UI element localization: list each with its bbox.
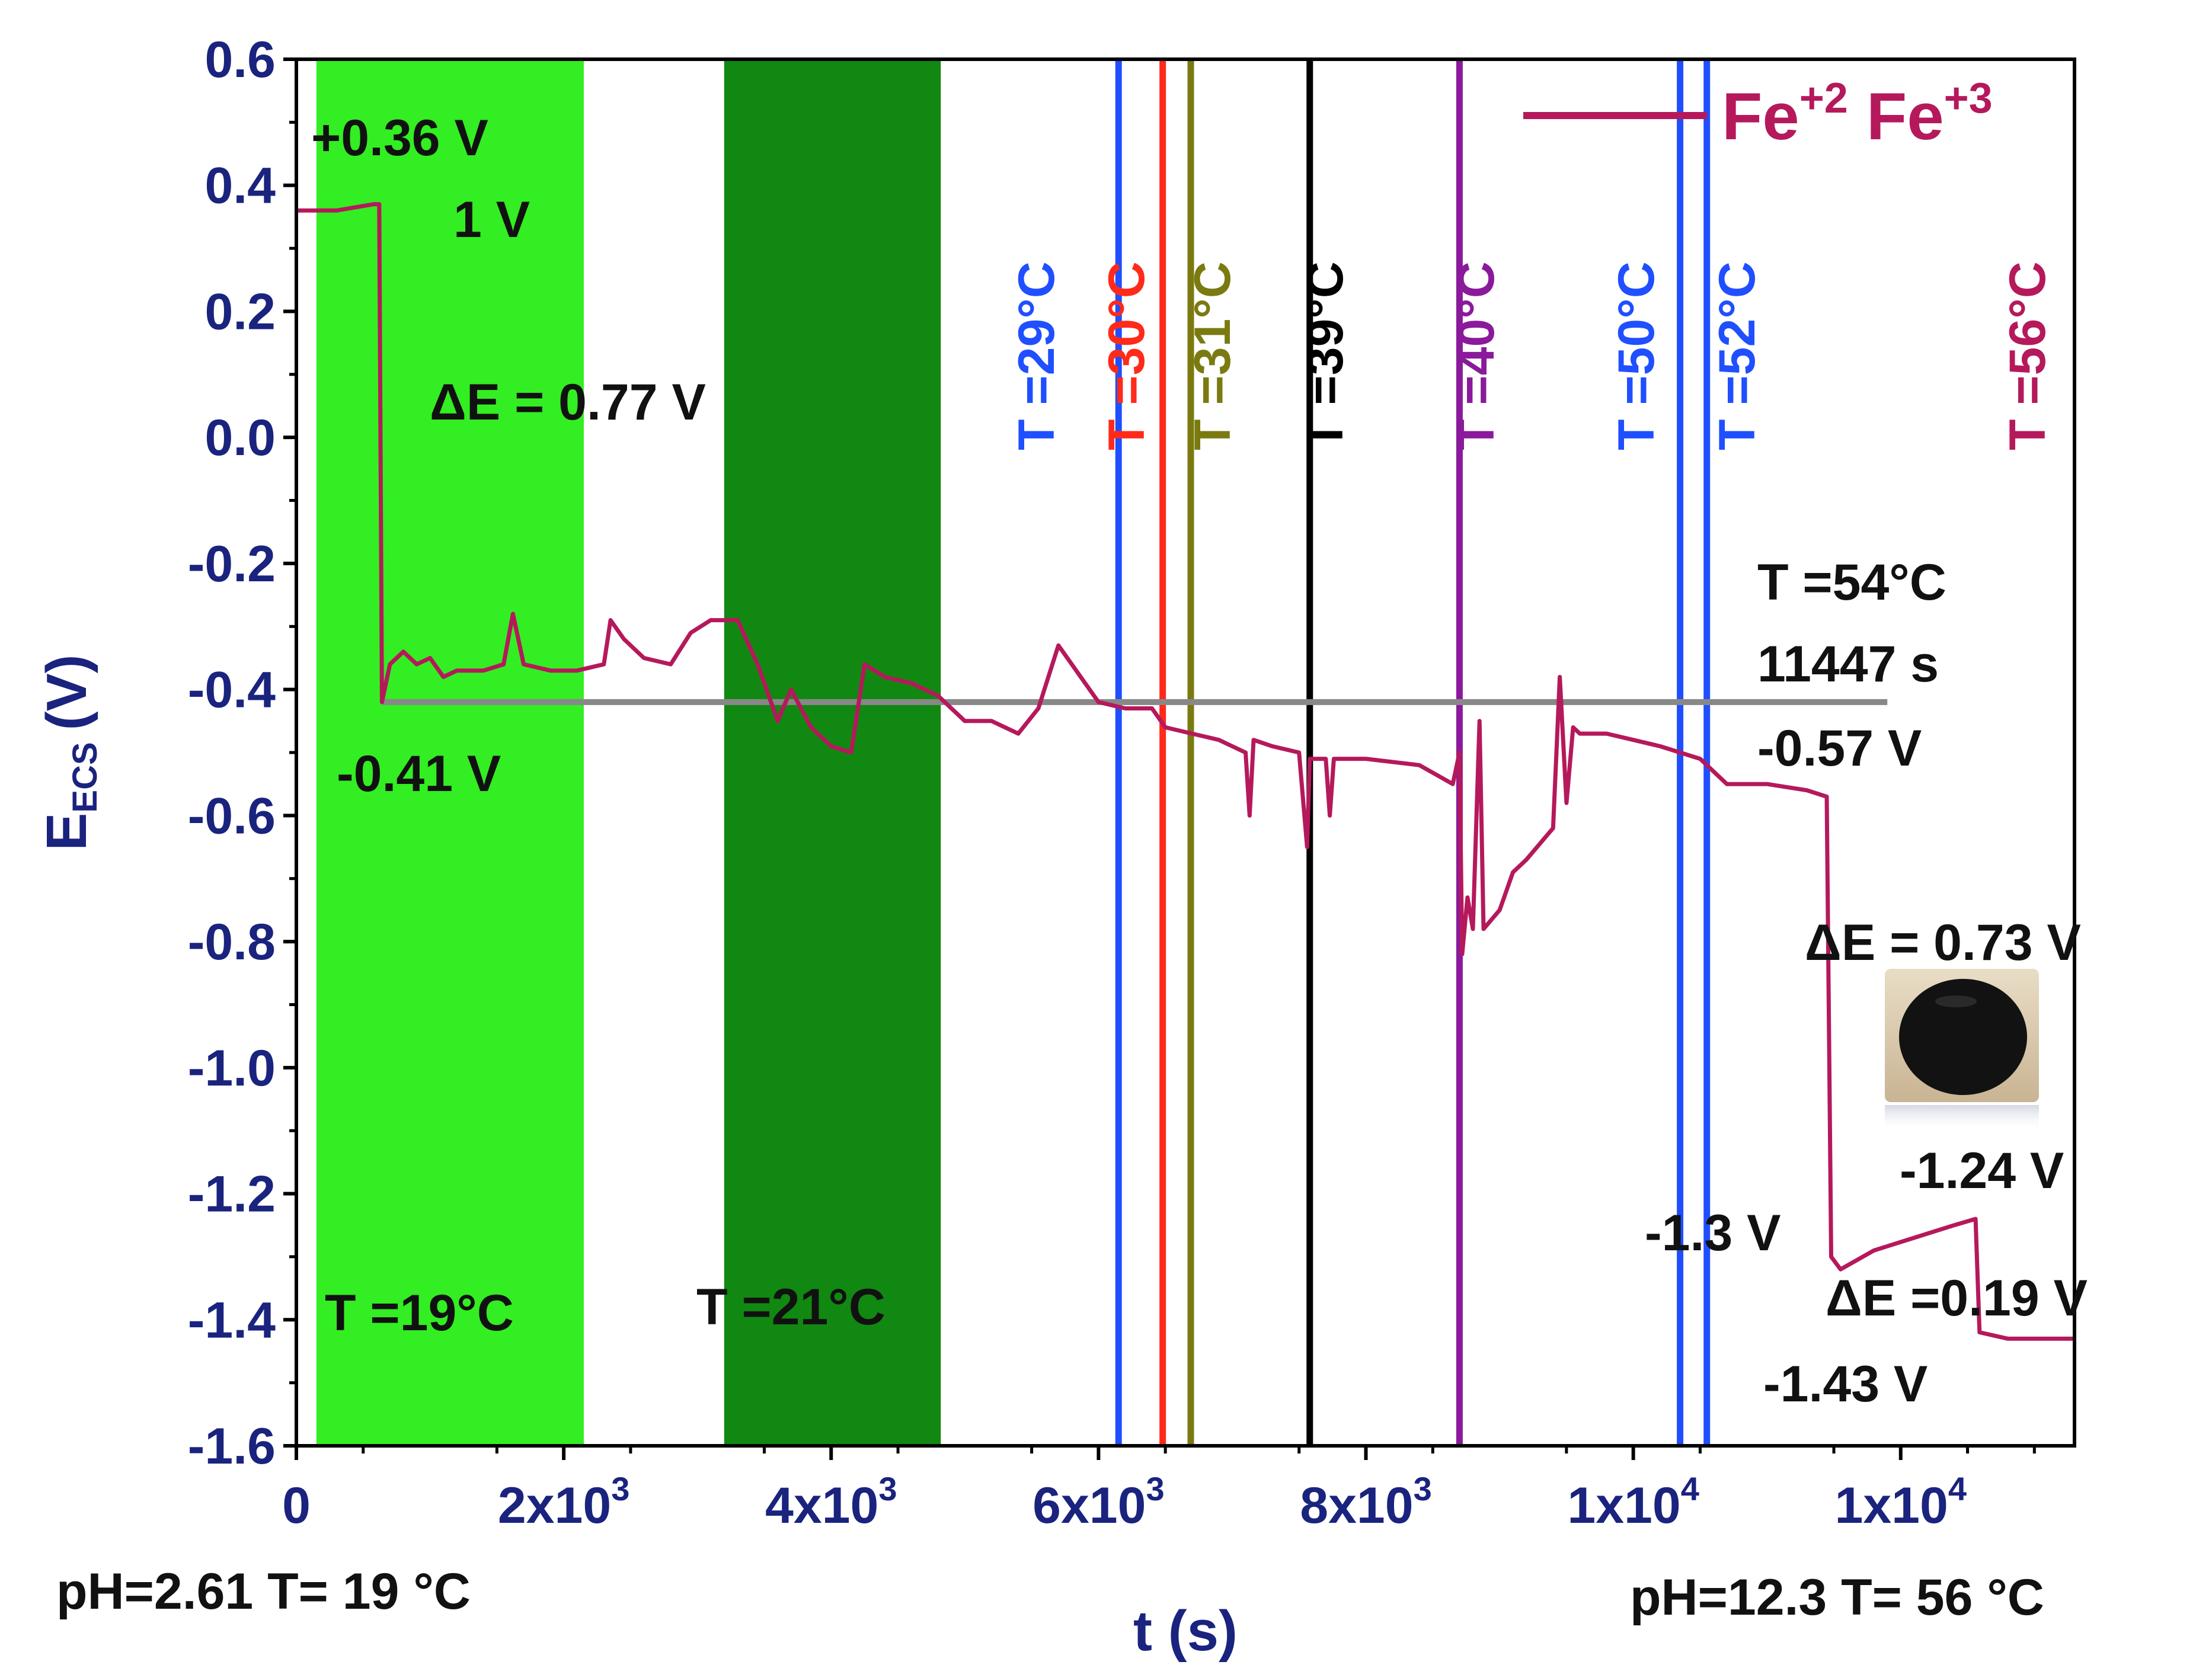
y-tick-label: -1.0 [188, 1040, 276, 1097]
x-axis: 0 2x103 4x103 6x103 8x103 1x104 1x104 [282, 1446, 2036, 1534]
annotation-ph-end: pH=12.3 T= 56 °C [1630, 1569, 2044, 1626]
annotation-delta-e-3: ΔE =0.19 V [1826, 1270, 2088, 1327]
temperature-label-3: T =39°C [1297, 261, 1354, 450]
series-line-fe2-fe3 [296, 202, 2074, 1341]
temperature-label-6: T =52°C [1709, 261, 1766, 450]
annotation-t19: T =19°C [325, 1285, 514, 1342]
y-tick-label: -0.2 [188, 536, 276, 593]
y-tick-label: 0.6 [204, 31, 276, 88]
annotation-t21: T =21°C [696, 1279, 886, 1336]
x-tick-label: 1x104 [1567, 1470, 1699, 1534]
annotation-min-potential: -0.41 V [337, 745, 501, 802]
temperature-band-0 [316, 59, 584, 1446]
annotation-ph-start: pH=2.61 T= 19 °C [56, 1563, 471, 1620]
y-axis-title-sub: ECS [66, 742, 104, 812]
annotation-v057: -0.57 V [1757, 720, 1922, 777]
x-tick-label: 8x103 [1300, 1470, 1431, 1534]
temperature-lines: T =29°C T =30°C T =31°C T =39°C T =40°C T =50… [1008, 59, 2056, 1446]
x-tick-label: 0 [282, 1477, 311, 1534]
annotation-v13: -1.3 V [1645, 1205, 1781, 1262]
x-axis-title: t (s) [1133, 1599, 1238, 1663]
annotation-one-volt: 1 V [453, 191, 530, 248]
y-tick-label: -1.6 [188, 1418, 276, 1475]
y-tick-label: -1.2 [188, 1166, 276, 1223]
y-tick-label: -0.6 [188, 787, 276, 844]
temperature-label-4: T =40°C [1448, 261, 1505, 450]
y-tick-label: -0.8 [188, 914, 276, 971]
annotation-v124: -1.24 V [1900, 1142, 2064, 1199]
temperature-bands [316, 59, 941, 1446]
temperature-band-1 [724, 59, 941, 1446]
temperature-label-7: T =56°C [1999, 261, 2056, 450]
legend: Fe+2 Fe+3 [1523, 75, 1993, 153]
annotation-v143: -1.43 V [1763, 1356, 1927, 1413]
temperature-label-1: T =30°C [1098, 261, 1155, 450]
temperature-label-5: T =50°C [1608, 261, 1665, 450]
y-tick-label: 0.4 [204, 158, 276, 214]
temperature-label-0: T =29°C [1008, 261, 1065, 450]
y-tick-label: -1.4 [188, 1292, 276, 1349]
x-tick-label: 6x103 [1033, 1470, 1164, 1534]
annotation-t54: T =54°C [1757, 554, 1946, 611]
annotation-time-11447: 11447 s [1757, 636, 1939, 693]
temperature-label-2: T =31°C [1184, 261, 1241, 450]
annotation-start-potential: +0.36 V [311, 110, 488, 167]
annotation-delta-e-1: ΔE = 0.77 V [430, 374, 706, 431]
y-tick-label: -0.4 [188, 662, 276, 719]
x-tick-label: 2x103 [498, 1470, 629, 1534]
x-tick-label: 4x103 [765, 1470, 897, 1534]
y-tick-label: 0.2 [204, 283, 276, 340]
legend-label: Fe+2 Fe+3 [1722, 75, 1993, 153]
y-axis-title-main: E [35, 813, 98, 851]
x-tick-label: 1x104 [1835, 1470, 1967, 1534]
y-axis-title-unit: (V) [35, 654, 98, 730]
y-tick-label: 0.0 [204, 409, 276, 466]
y-axis: 0.6 0.4 0.2 0.0 -0.2 -0.4 -0.6 -0.8 -1.0 -1.2 -1.4… [188, 31, 296, 1475]
sample-photo [1885, 969, 2039, 1132]
annotations: +0.36 V 1 V ΔE = 0.77 V -0.41 V T =19°C … [56, 110, 2088, 1626]
annotation-delta-e-2: ΔE = 0.73 V [1805, 914, 2081, 971]
y-axis-title: EECS (V) [35, 654, 104, 850]
